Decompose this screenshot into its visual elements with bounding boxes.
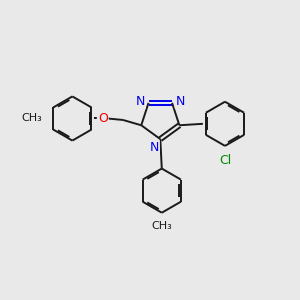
Text: N: N [149,141,159,154]
Text: CH₃: CH₃ [21,113,42,124]
Text: N: N [176,95,185,108]
Text: Cl: Cl [219,154,231,167]
Text: CH₃: CH₃ [152,221,172,231]
Text: O: O [98,112,108,125]
Text: N: N [136,95,145,108]
